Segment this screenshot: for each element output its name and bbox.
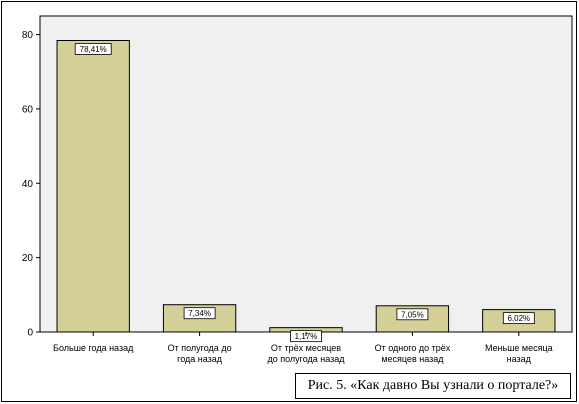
y-tick-label: 0 [27,328,33,339]
data-label-box [502,312,535,325]
data-label: 7,05% [401,310,424,319]
category-label: назад [507,354,532,364]
category-label: От трёх месяцев [271,343,341,353]
y-tick-label: 80 [22,30,34,41]
y-tick-label: 20 [22,253,34,264]
data-label: 6,02% [507,314,530,323]
data-label-box [74,43,112,55]
bar [56,39,130,333]
category-label: месяцев назад [381,354,444,364]
figure-caption: Рис. 5. «Как давно Вы узнали о портале?» [295,373,571,399]
category-label: Меньше месяца [485,343,553,353]
y-tick-label: 60 [22,104,34,115]
category-label: От полугода до [168,343,232,353]
category-label: до полугода назад [267,354,345,364]
category-label: года назад [177,354,223,364]
data-label-box [183,307,216,320]
data-label: 7,34% [188,309,211,318]
data-label: 1,17% [295,332,318,341]
category-label: Больше года назад [53,343,134,353]
y-tick-label: 40 [22,179,34,190]
data-label-box [396,308,429,321]
data-label-box [290,330,322,343]
category-label: От одного до трёх [375,343,451,353]
data-label: 78,41% [80,45,107,54]
